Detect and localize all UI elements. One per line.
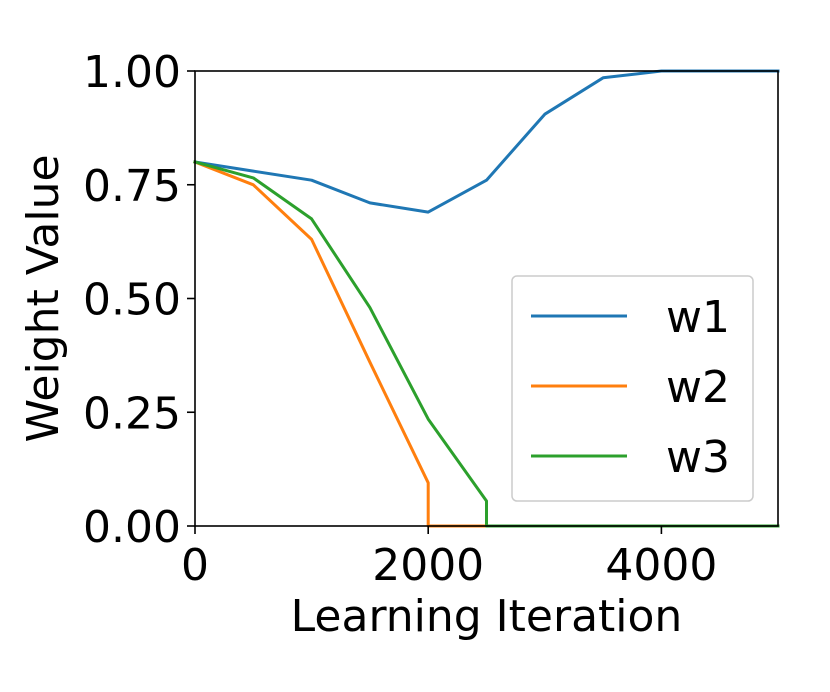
x-tick-label: 0 — [181, 540, 209, 591]
y-tick-label: 1.00 — [83, 47, 181, 98]
x-tick-label: 4000 — [605, 540, 717, 591]
legend-label-w3: w3 — [666, 432, 730, 483]
y-tick-label: 0.50 — [83, 275, 181, 326]
ticks-layer: 0 2000 4000 0.00 0.25 0.50 0.75 1.00 — [83, 47, 717, 591]
legend-label-w1: w1 — [666, 292, 730, 343]
y-tick-label: 0.25 — [83, 388, 181, 439]
y-tick-label: 0.00 — [83, 502, 181, 553]
legend-label-w2: w2 — [666, 362, 730, 413]
legend-box — [511, 275, 754, 502]
y-axis-label: Weight Value — [18, 154, 69, 442]
y-tick-label: 0.75 — [83, 161, 181, 212]
x-axis-label: Learning Iteration — [291, 591, 683, 642]
x-tick-label: 2000 — [372, 540, 484, 591]
legend: w1 w2 w3 — [511, 275, 754, 502]
series-line-w1 — [193, 69, 780, 214]
